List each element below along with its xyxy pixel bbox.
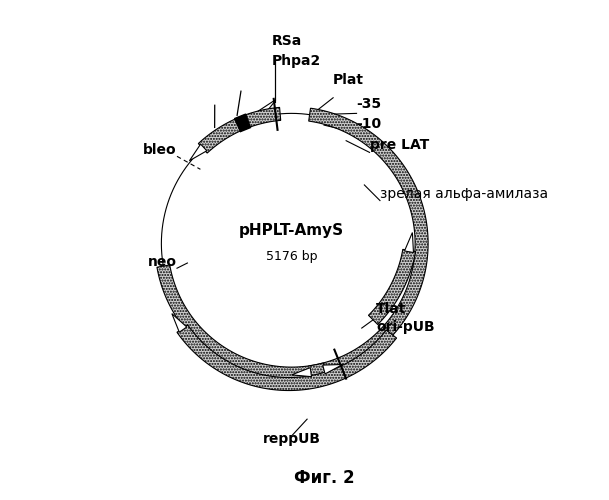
Polygon shape [404,232,414,252]
Text: neo: neo [148,254,177,268]
Text: 5176 bp: 5176 bp [266,250,317,263]
Polygon shape [199,108,281,153]
Polygon shape [292,368,312,376]
Polygon shape [368,250,415,324]
Polygon shape [177,325,396,390]
Text: pHPLT-AmyS: pHPLT-AmyS [239,223,344,238]
Text: pre LAT: pre LAT [370,138,429,151]
Polygon shape [157,265,327,380]
Text: reppUB: reppUB [262,432,320,446]
Text: RSa: RSa [272,34,302,48]
Text: ori-pUB: ori-pUB [376,320,435,334]
Text: Phpa2: Phpa2 [272,54,321,68]
Text: Tlat: Tlat [376,302,406,316]
Polygon shape [172,314,187,332]
Text: bleo: bleo [143,143,177,157]
Text: -35: -35 [356,98,382,112]
Text: Фиг. 2: Фиг. 2 [294,468,354,486]
Polygon shape [234,114,250,132]
Polygon shape [323,364,343,374]
Text: -10: -10 [356,117,382,131]
Polygon shape [189,144,207,161]
Text: Plat: Plat [333,74,364,88]
Polygon shape [309,108,428,379]
Text: зрелая альфа-амилаза: зрелая альфа-амилаза [380,187,548,201]
